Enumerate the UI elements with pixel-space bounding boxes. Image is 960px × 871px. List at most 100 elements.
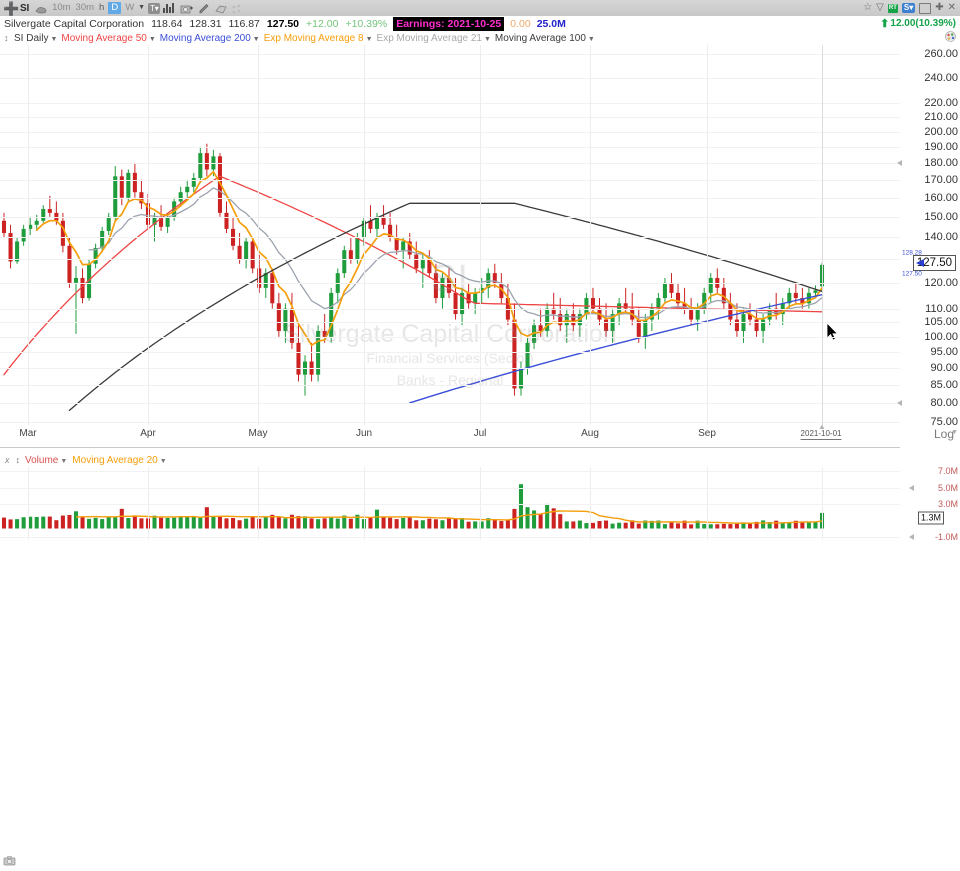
quote-last: 127.50 [266,17,300,30]
chevron-down-icon[interactable]: ▼ [252,35,260,43]
price-gridline [0,259,900,260]
price-gridline [0,198,900,199]
legend-item-ema8[interactable]: Exp Moving Average 8 ▼ [264,33,373,44]
volume-month-gridline [480,467,481,540]
snapshot-icon[interactable] [180,2,194,14]
chevron-down-icon[interactable]: ▼ [138,4,146,11]
toolbar-symbol[interactable]: SI [20,2,30,14]
month-gridline [590,45,591,430]
price-tick-90: 90.00 [930,362,958,375]
chart-type-icon[interactable]: T▾ [148,2,161,14]
chevron-down-icon[interactable]: ▼ [365,35,373,43]
timeframe-daily[interactable]: D [108,2,122,14]
price-chart[interactable]: SI Silvergate Capital Corporation Financ… [0,45,960,430]
legend-item-si-daily[interactable]: SI Daily ▼ [0,33,57,44]
drag-handle-icon[interactable]: ↕ [15,455,21,465]
price-tick-100: 100.00 [924,330,958,343]
timeframe-hour[interactable]: h [99,2,105,13]
price-tick-120: 120.00 [924,276,958,289]
legend-label-ma100: Moving Average 100 [494,32,586,44]
price-tick-160: 160.00 [924,191,958,204]
bar-style-icon[interactable] [163,3,177,13]
timeframe-30m[interactable]: 30m [75,2,95,13]
volume-month-gridline [258,467,259,540]
legend-item-volume-ma20[interactable]: Moving Average 20 ▼ [72,455,166,466]
chevron-down-icon[interactable]: ▼ [159,457,167,465]
chevron-down-icon[interactable]: ▼ [60,457,68,465]
pencil-icon[interactable] [197,2,211,14]
drawing-hand-icon[interactable] [34,2,48,14]
price-gridline [0,403,900,404]
legend-item-ema21[interactable]: Exp Moving Average 21 ▼ [377,33,491,44]
plus-icon[interactable]: ➕ [3,0,20,16]
price-gridline [0,322,900,323]
date-axis[interactable]: Mar Apr May Jun Jul Aug Sep 2021-10-01 ▲… [0,422,960,866]
chevron-down-icon[interactable]: ▼ [148,35,156,43]
timeframe-weekly[interactable]: W [125,2,135,13]
volume-axis[interactable]: 7.0M 5.0M 3.0M -1.0M 1.3M [900,466,960,542]
volume-month-gridline [822,467,823,540]
price-plot-area[interactable]: SI Silvergate Capital Corporation Financ… [0,45,900,430]
quote-change-summary: ⬆ 12.00(10.39%) [880,17,960,30]
camera-icon[interactable] [3,853,16,866]
current-volume-label: 1.3M [917,511,944,525]
price-gridline [0,422,900,423]
s-button[interactable]: S▾ [901,3,916,13]
volume-month-gridline [28,467,29,540]
legend-item-ma200[interactable]: Moving Average 200 ▼ [160,33,260,44]
drag-handle-icon[interactable]: ↕ [4,33,9,43]
legend-label-volume: Volume [25,454,59,466]
price-gridline [0,78,900,79]
legend-label-ma50: Moving Average 50 [61,32,147,44]
cursor-marker-icon: ▲ [818,422,826,431]
price-tick-260: 260.00 [924,47,958,60]
legend-item-ma50[interactable]: Moving Average 50 ▼ [61,33,155,44]
volume-chart[interactable]: 7.0M 5.0M 3.0M -1.0M 1.3M [0,466,960,542]
quote-change-percent: +10.39% [345,17,388,30]
chevron-down-icon[interactable]: ▼ [587,35,595,43]
quote-change: +12.00 [306,17,339,30]
timeframe-10m[interactable]: 10m [52,2,71,13]
eraser-icon[interactable] [214,2,228,14]
volume-gridline [0,537,900,538]
price-tick-75: 75.00 [930,415,958,428]
indicator-legend: ↕ SI Daily ▼ Moving Average 50 ▼ Moving Av… [0,31,960,46]
price-axis[interactable]: 260.00 240.00 220.00 210.00 200.00 190.00 180.… [897,45,960,430]
star-icon[interactable]: ☆ [863,2,873,13]
quote-volume: 25.0M [536,17,566,30]
axis-marker-icon [897,159,902,166]
quote-change-summary-value: 12.00(10.39%) [890,18,956,29]
month-gridline [148,45,149,430]
legend-item-ma100[interactable]: Moving Average 100 ▼ [495,33,595,44]
save-icon[interactable] [919,2,932,14]
move-icon[interactable]: ✚ [935,2,944,13]
chevron-down-icon[interactable]: ▼ [951,429,958,436]
filter-icon[interactable]: ▽ [876,2,884,13]
log-scale-label: Log [933,427,954,441]
price-gridline [0,163,900,164]
volume-tick-1: 5.0M [937,482,958,493]
marker-low-label: 127.50 [902,270,922,278]
month-gridline [364,45,365,430]
up-arrow-icon: ⬆ [880,18,890,30]
price-tick-80: 80.00 [930,396,958,409]
price-tick-190: 190.00 [924,140,958,153]
volume-bars-svg [1,484,825,529]
s-button-label: S [903,3,910,12]
price-tick-95: 95.00 [930,346,958,359]
volume-month-gridline [148,467,149,540]
chevron-down-icon[interactable]: ▼ [483,35,491,43]
legend-label-si-daily: SI Daily [14,32,49,44]
volume-plot-area[interactable] [0,467,900,540]
volume-legend: x ↕ Volume ▼ Moving Average 20 ▼ [0,453,960,467]
panel-divider [0,447,900,448]
price-gridline [0,385,900,386]
close-volume-panel-button[interactable]: x [5,455,10,465]
settings-dots-icon[interactable] [231,2,245,14]
color-palette-icon[interactable] [945,31,960,45]
log-scale-toggle[interactable]: Log [934,427,954,441]
close-icon[interactable]: ✕ [947,2,956,13]
legend-item-volume[interactable]: Volume ▼ [25,455,67,466]
marker-high-label: 128.28 [902,249,922,257]
chevron-down-icon[interactable]: ▼ [50,35,58,43]
